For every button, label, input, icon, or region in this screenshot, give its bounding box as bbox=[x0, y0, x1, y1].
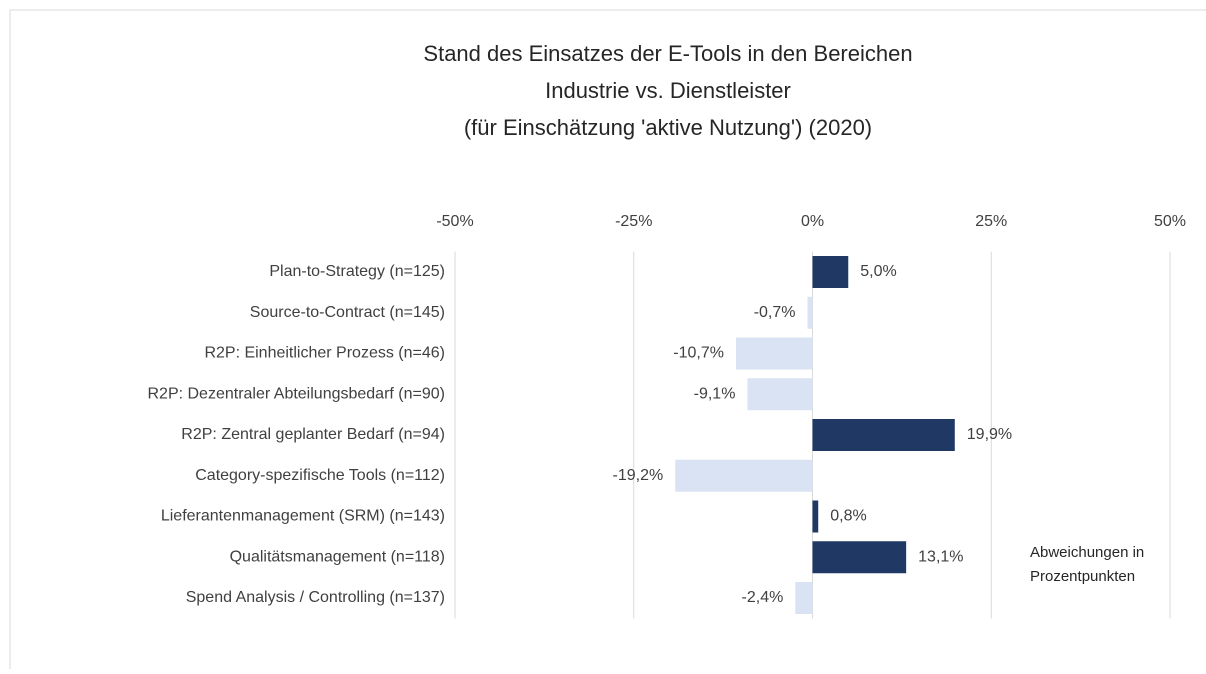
bar bbox=[747, 378, 813, 411]
x-tick-label: -50% bbox=[436, 213, 473, 230]
x-tick-label: 25% bbox=[975, 213, 1007, 230]
chart-border bbox=[9, 9, 1206, 674]
x-tick-label: 0% bbox=[801, 213, 824, 230]
x-tick-label: -25% bbox=[615, 213, 652, 230]
data-label: 13,1% bbox=[918, 548, 963, 565]
data-label: 19,9% bbox=[967, 426, 1012, 443]
y-tick-label: Spend Analysis / Controlling (n=137) bbox=[186, 589, 445, 606]
bar bbox=[812, 500, 819, 533]
bar bbox=[812, 256, 849, 288]
y-tick-label: R2P: Einheitlicher Prozess (n=46) bbox=[204, 345, 445, 362]
chart-title: (für Einschätzung 'aktive Nutzung') (202… bbox=[464, 115, 872, 140]
y-tick-label: Plan-to-Strategy (n=125) bbox=[269, 263, 445, 280]
annotation: Prozentpunkten bbox=[1030, 568, 1135, 585]
bar bbox=[807, 296, 813, 329]
y-tick-label: Qualitätsmanagement (n=118) bbox=[230, 548, 445, 565]
data-label: -0,7% bbox=[754, 304, 796, 321]
x-tick-label: 50% bbox=[1154, 213, 1186, 230]
chart-title: Industrie vs. Dienstleister bbox=[545, 78, 791, 103]
bar bbox=[795, 582, 813, 614]
data-label: -9,1% bbox=[694, 385, 736, 402]
bar bbox=[812, 419, 955, 451]
data-label: -10,7% bbox=[673, 345, 724, 362]
chart-title: Stand des Einsatzes der E-Tools in den B… bbox=[423, 41, 912, 66]
annotation: Abweichungen in bbox=[1030, 544, 1144, 561]
data-label: -2,4% bbox=[742, 589, 784, 606]
bar bbox=[735, 337, 813, 370]
y-tick-label: R2P: Zentral geplanter Bedarf (n=94) bbox=[181, 426, 445, 443]
data-label: -19,2% bbox=[613, 467, 664, 484]
y-tick-label: R2P: Dezentraler Abteilungsbedarf (n=90) bbox=[147, 385, 445, 402]
bar bbox=[812, 541, 907, 574]
y-tick-label: Source-to-Contract (n=145) bbox=[250, 304, 445, 321]
data-label: 5,0% bbox=[860, 263, 896, 280]
bar bbox=[675, 459, 813, 492]
y-tick-label: Lieferantenmanagement (SRM) (n=143) bbox=[161, 508, 445, 525]
y-tick-label: Category-spezifische Tools (n=112) bbox=[195, 467, 445, 484]
data-label: 0,8% bbox=[830, 508, 866, 525]
